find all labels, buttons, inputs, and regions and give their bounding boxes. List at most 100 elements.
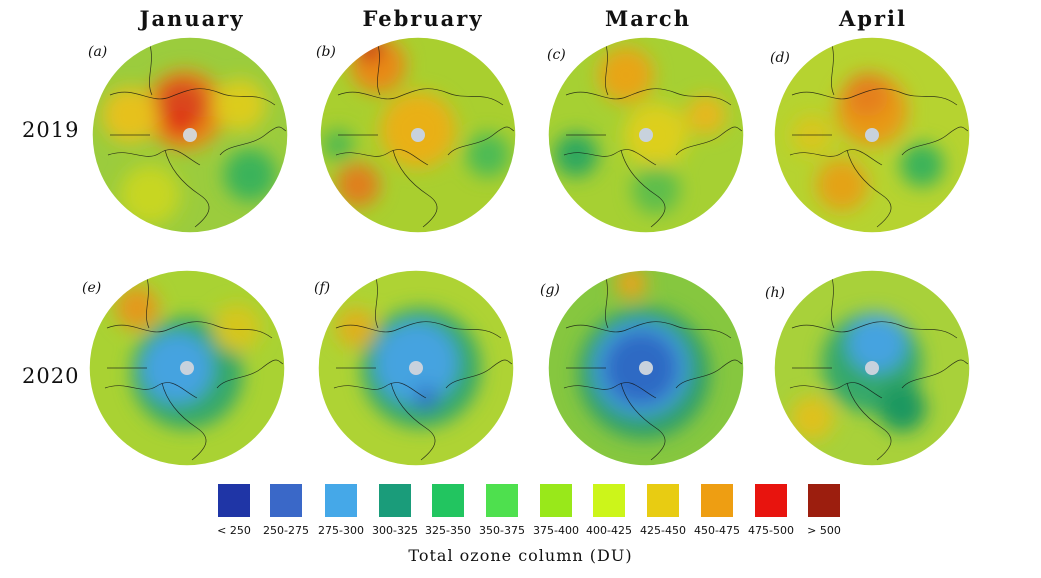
legend-swatch-425-450 [647,484,679,517]
disc-border [547,36,745,234]
month-header-april: April [839,6,907,31]
coastline [605,44,609,96]
coastline [107,149,201,166]
legend-swatch-375-400 [540,484,572,517]
ozone-map-2019-april [773,36,971,234]
legend-title: Total ozone column (DU) [408,546,633,565]
disc-border [773,269,971,467]
ozone-region [686,95,726,135]
month-header-march: March [605,6,691,31]
legend-swatch-300-325 [379,484,411,517]
legend-label-325-350: 325-350 [425,524,471,537]
ozone-region [141,332,213,404]
year-label-2019: 2019 [22,118,80,142]
coastline [563,382,657,399]
coastline [106,321,273,339]
ozone-map-2020-april [773,269,971,467]
ozone-region [224,149,276,201]
ozone-region [102,87,158,143]
coastline [791,321,958,339]
legend-swatch-400-425 [593,484,625,517]
disc-border [91,36,289,234]
pole-marker [639,361,653,375]
ozone-region [322,129,354,161]
ozone-region [336,308,376,348]
pole-marker [180,361,194,375]
coastline [377,44,381,96]
ozone-region [120,165,180,225]
panel-label-g: (g) [540,282,560,298]
ozone-region [632,166,680,214]
ozone-region [336,163,380,207]
pole-marker [639,128,653,142]
legend-swatch-325-350 [432,484,464,517]
ozone-region [845,73,889,117]
legend-swatch-275-300 [325,484,357,517]
coastline [675,359,743,389]
panel-label-f: (f) [314,280,331,296]
coastline [390,382,436,461]
ozone-region [790,396,834,440]
coastline [846,149,892,228]
disc-border [773,36,971,234]
legend-label-375-400: 375-400 [533,524,579,537]
coastline [565,321,732,339]
legend-label-275-300: 275-300 [318,524,364,537]
ozone-map-2020-february [317,269,515,467]
ozone-region [624,103,688,167]
pole-marker [409,361,423,375]
coastline [149,44,153,96]
month-header-january: January [139,6,245,31]
coastline [219,126,287,156]
coastline [791,88,958,106]
legend-label-350-375: 350-375 [479,524,525,537]
panel-label-b: (b) [316,44,336,60]
coastline [447,126,515,156]
coastline [445,359,513,389]
legend-label-400-425: 400-425 [586,524,632,537]
month-header-february: February [362,6,484,31]
legend-label-250-275: 250-275 [263,524,309,537]
coastline [392,149,438,228]
coastline [901,126,969,156]
ozone-region [554,133,598,177]
panel-label-a: (a) [88,44,108,60]
coastline [789,149,883,166]
legend-label-475-500: 475-500 [748,524,794,537]
ozone-region [466,133,510,177]
ozone-region [115,286,159,330]
coastline [375,277,379,329]
panel-label-h: (h) [765,285,785,301]
ozone-map-2019-march [547,36,745,234]
pole-marker [183,128,197,142]
ozone-region [900,143,944,187]
coastline [146,277,150,329]
pole-marker [865,128,879,142]
coastline [620,382,666,461]
coastline [104,382,198,399]
legend-swatch-gt500 [808,484,840,517]
coastline [335,321,502,339]
panel-label-e: (e) [82,280,102,296]
coastline [109,88,276,106]
legend-swatch-450-475 [701,484,733,517]
legend-label-425-450: 425-450 [640,524,686,537]
legend-swatch-350-375 [486,484,518,517]
coastline [831,44,835,96]
coastline [335,149,429,166]
disc-border [88,269,286,467]
coastline [620,149,666,228]
panel-label-c: (c) [547,47,566,63]
coastline [789,382,883,399]
legend-label-lt250: < 250 [217,524,251,537]
ozone-region [615,270,647,299]
ozone-map-2019-february [319,36,517,234]
ozone-region [847,313,907,373]
ozone-region [214,79,266,131]
legend-swatch-475-500 [755,484,787,517]
coastline [164,149,210,228]
disc-border [317,269,515,467]
ozone-region [213,304,261,352]
ozone-map-2020-march [547,269,745,467]
coastline [901,359,969,389]
